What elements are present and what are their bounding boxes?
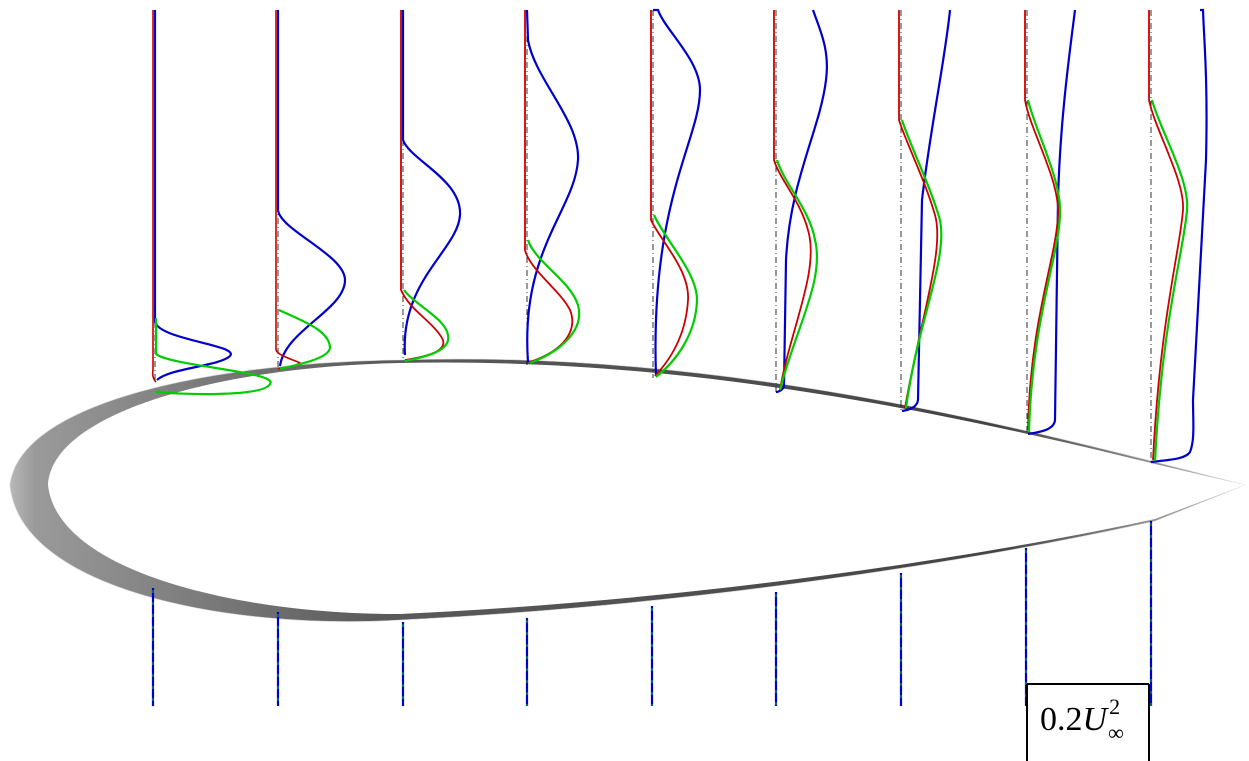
station-8-profiles bbox=[1024, 9, 1077, 436]
station-1-profiles bbox=[151, 10, 272, 396]
station-6-profiles bbox=[773, 9, 828, 394]
scale-superscript: 2 bbox=[1109, 694, 1120, 719]
scale-label: 0.2U2 ∞ bbox=[1040, 694, 1124, 745]
station-5-profiles bbox=[650, 8, 702, 378]
scale-bar bbox=[1026, 683, 1150, 761]
scale-coef: 0.2 bbox=[1040, 701, 1083, 738]
station-3-profiles bbox=[400, 10, 462, 363]
airfoil-interior bbox=[48, 362, 1245, 615]
station-9-profiles bbox=[1148, 8, 1208, 464]
scale-subscript: ∞ bbox=[1108, 720, 1124, 745]
station-2-profiles bbox=[275, 10, 347, 371]
lower-surface-profiles bbox=[151, 521, 1153, 706]
station-4-profiles bbox=[524, 9, 581, 365]
scale-symbol: U bbox=[1083, 701, 1110, 738]
station-7-profiles bbox=[898, 9, 952, 413]
